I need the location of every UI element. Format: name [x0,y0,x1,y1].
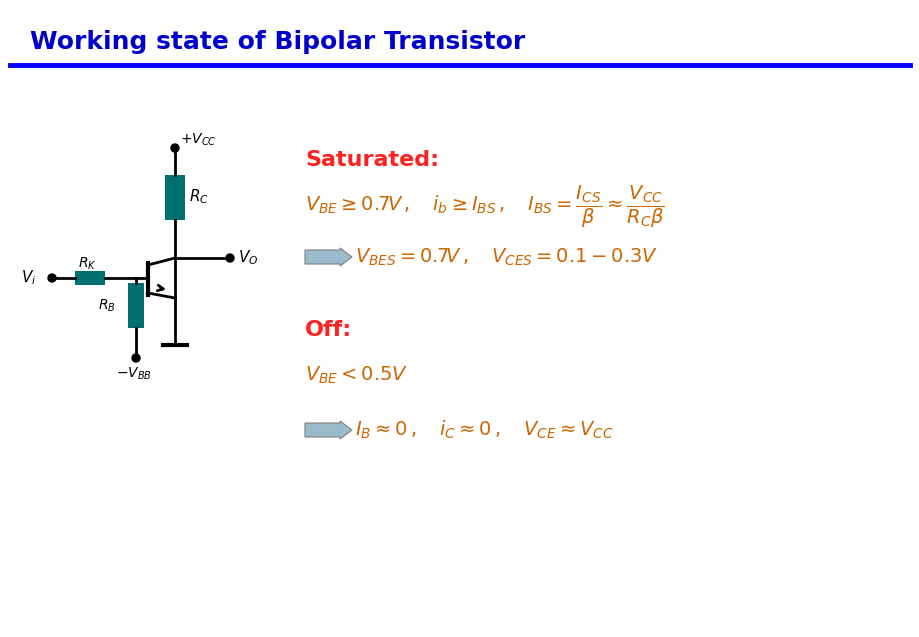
Text: $V_{BE} < 0.5V$: $V_{BE} < 0.5V$ [305,364,408,385]
Text: Working state of Bipolar Transistor: Working state of Bipolar Transistor [30,30,525,54]
FancyArrow shape [305,248,352,266]
Text: $V_i$: $V_i$ [20,269,36,287]
Bar [75,271,105,285]
Text: Off:: Off: [305,320,352,340]
Circle shape [131,354,140,362]
Text: Saturated:: Saturated: [305,150,438,170]
Text: $V_{BE} \geq 0.7V\,,\quad i_b \geq I_{BS}\,,\quad I_{BS} = \dfrac{I_{CS}}{\beta}: $V_{BE} \geq 0.7V\,,\quad i_b \geq I_{BS… [305,184,664,230]
Text: $I_B \approx 0\,,\quad i_C \approx 0\,,\quad V_{CE} \approx V_{CC}$: $I_B \approx 0\,,\quad i_C \approx 0\,,\… [355,419,613,441]
Circle shape [171,144,179,152]
Text: $R_C$: $R_C$ [188,188,209,206]
Text: $+V_{CC}$: $+V_{CC}$ [180,132,217,148]
Text: $R_K$: $R_K$ [78,256,96,272]
Circle shape [48,274,56,282]
Bar [128,283,144,328]
Bar [165,175,185,220]
Text: $V_O$: $V_O$ [238,248,258,268]
Text: $-V_{BB}$: $-V_{BB}$ [116,366,152,382]
Text: $V_{BES} = 0.7V\,,\quad V_{CES} = 0.1 - 0.3V$: $V_{BES} = 0.7V\,,\quad V_{CES} = 0.1 - … [355,247,657,268]
FancyArrow shape [305,421,352,439]
Circle shape [226,254,233,262]
Text: $R_B$: $R_B$ [98,297,116,313]
